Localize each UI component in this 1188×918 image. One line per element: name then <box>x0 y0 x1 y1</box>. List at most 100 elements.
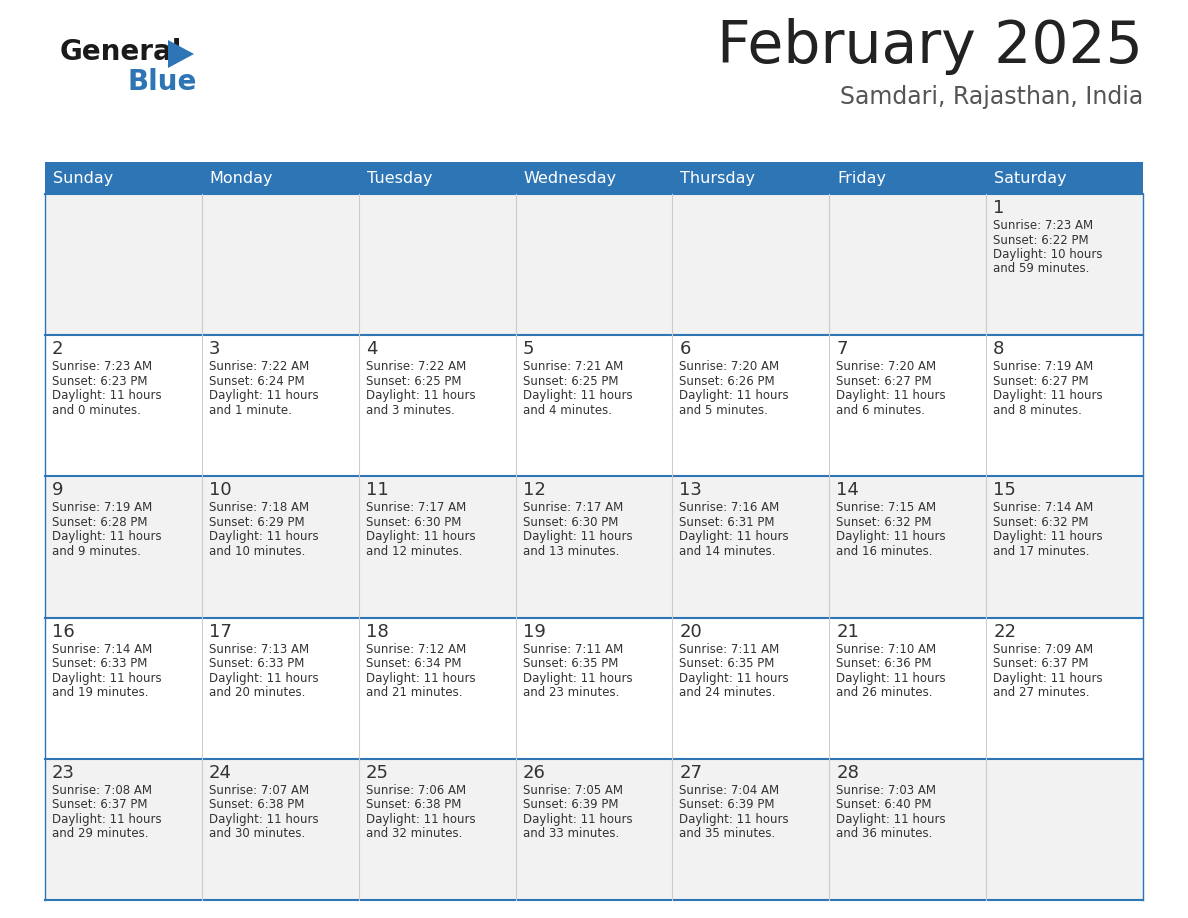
Bar <box>516 618 672 759</box>
Text: and 29 minutes.: and 29 minutes. <box>52 827 148 840</box>
Bar <box>672 335 829 476</box>
Text: 15: 15 <box>993 481 1016 499</box>
Text: Daylight: 11 hours: Daylight: 11 hours <box>836 672 946 685</box>
Bar <box>202 162 359 194</box>
Text: Friday: Friday <box>838 171 886 185</box>
Text: Saturday: Saturday <box>994 171 1067 185</box>
Bar <box>516 162 672 194</box>
Bar <box>829 194 986 335</box>
Text: Sunset: 6:30 PM: Sunset: 6:30 PM <box>366 516 461 529</box>
Bar <box>202 194 359 335</box>
Text: 26: 26 <box>523 764 545 782</box>
Text: Daylight: 11 hours: Daylight: 11 hours <box>209 531 318 543</box>
Text: 18: 18 <box>366 622 388 641</box>
Text: and 36 minutes.: and 36 minutes. <box>836 827 933 840</box>
Text: Daylight: 11 hours: Daylight: 11 hours <box>993 531 1102 543</box>
Text: Sunrise: 7:17 AM: Sunrise: 7:17 AM <box>523 501 623 514</box>
Text: Sunrise: 7:11 AM: Sunrise: 7:11 AM <box>523 643 623 655</box>
Text: Sunset: 6:37 PM: Sunset: 6:37 PM <box>52 799 147 812</box>
Polygon shape <box>168 40 194 68</box>
Text: 16: 16 <box>52 622 75 641</box>
Text: Sunrise: 7:17 AM: Sunrise: 7:17 AM <box>366 501 466 514</box>
Text: and 1 minute.: and 1 minute. <box>209 404 292 417</box>
Text: Sunrise: 7:12 AM: Sunrise: 7:12 AM <box>366 643 466 655</box>
Text: Sunrise: 7:06 AM: Sunrise: 7:06 AM <box>366 784 466 797</box>
Text: Daylight: 11 hours: Daylight: 11 hours <box>52 531 162 543</box>
Bar <box>359 335 516 476</box>
Text: and 27 minutes.: and 27 minutes. <box>993 686 1089 700</box>
Bar <box>986 759 1143 900</box>
Text: Daylight: 11 hours: Daylight: 11 hours <box>993 672 1102 685</box>
Text: 8: 8 <box>993 341 1005 358</box>
Text: and 26 minutes.: and 26 minutes. <box>836 686 933 700</box>
Bar <box>672 618 829 759</box>
Text: and 33 minutes.: and 33 minutes. <box>523 827 619 840</box>
Bar <box>359 759 516 900</box>
Text: 1: 1 <box>993 199 1005 217</box>
Bar <box>45 759 202 900</box>
Text: Sunset: 6:23 PM: Sunset: 6:23 PM <box>52 375 147 387</box>
Text: Daylight: 11 hours: Daylight: 11 hours <box>523 812 632 826</box>
Text: Sunset: 6:27 PM: Sunset: 6:27 PM <box>836 375 931 387</box>
Text: Daylight: 11 hours: Daylight: 11 hours <box>52 672 162 685</box>
Text: Sunset: 6:25 PM: Sunset: 6:25 PM <box>366 375 461 387</box>
Bar <box>359 476 516 618</box>
Text: Daylight: 11 hours: Daylight: 11 hours <box>366 389 475 402</box>
Text: Daylight: 11 hours: Daylight: 11 hours <box>680 672 789 685</box>
Text: Sunrise: 7:04 AM: Sunrise: 7:04 AM <box>680 784 779 797</box>
Text: 14: 14 <box>836 481 859 499</box>
Text: Sunrise: 7:10 AM: Sunrise: 7:10 AM <box>836 643 936 655</box>
Text: Sunrise: 7:21 AM: Sunrise: 7:21 AM <box>523 360 623 374</box>
Text: and 20 minutes.: and 20 minutes. <box>209 686 305 700</box>
Text: 4: 4 <box>366 341 378 358</box>
Text: Samdari, Rajasthan, India: Samdari, Rajasthan, India <box>840 85 1143 109</box>
Text: Sunset: 6:27 PM: Sunset: 6:27 PM <box>993 375 1088 387</box>
Bar <box>986 162 1143 194</box>
Bar <box>516 335 672 476</box>
Text: Sunrise: 7:11 AM: Sunrise: 7:11 AM <box>680 643 779 655</box>
Text: Daylight: 11 hours: Daylight: 11 hours <box>209 812 318 826</box>
Text: 20: 20 <box>680 622 702 641</box>
Text: Sunset: 6:38 PM: Sunset: 6:38 PM <box>366 799 461 812</box>
Bar <box>986 618 1143 759</box>
Bar <box>45 194 202 335</box>
Text: Daylight: 11 hours: Daylight: 11 hours <box>52 812 162 826</box>
Text: 12: 12 <box>523 481 545 499</box>
Text: and 8 minutes.: and 8 minutes. <box>993 404 1082 417</box>
Text: Sunset: 6:32 PM: Sunset: 6:32 PM <box>836 516 931 529</box>
Bar <box>202 618 359 759</box>
Text: Daylight: 11 hours: Daylight: 11 hours <box>523 672 632 685</box>
Text: and 6 minutes.: and 6 minutes. <box>836 404 925 417</box>
Bar <box>829 618 986 759</box>
Text: and 59 minutes.: and 59 minutes. <box>993 263 1089 275</box>
Bar <box>45 335 202 476</box>
Text: Sunrise: 7:07 AM: Sunrise: 7:07 AM <box>209 784 309 797</box>
Text: Sunrise: 7:05 AM: Sunrise: 7:05 AM <box>523 784 623 797</box>
Text: Sunset: 6:34 PM: Sunset: 6:34 PM <box>366 657 461 670</box>
Text: and 13 minutes.: and 13 minutes. <box>523 545 619 558</box>
Bar <box>359 194 516 335</box>
Text: 25: 25 <box>366 764 388 782</box>
Text: and 24 minutes.: and 24 minutes. <box>680 686 776 700</box>
Text: 6: 6 <box>680 341 690 358</box>
Text: Daylight: 11 hours: Daylight: 11 hours <box>680 389 789 402</box>
Text: Sunset: 6:22 PM: Sunset: 6:22 PM <box>993 233 1088 247</box>
Text: Sunset: 6:29 PM: Sunset: 6:29 PM <box>209 516 304 529</box>
Text: 5: 5 <box>523 341 535 358</box>
Text: 7: 7 <box>836 341 848 358</box>
Text: Sunset: 6:26 PM: Sunset: 6:26 PM <box>680 375 775 387</box>
Text: Sunset: 6:28 PM: Sunset: 6:28 PM <box>52 516 147 529</box>
Text: February 2025: February 2025 <box>718 18 1143 75</box>
Text: and 0 minutes.: and 0 minutes. <box>52 404 141 417</box>
Text: Daylight: 11 hours: Daylight: 11 hours <box>366 812 475 826</box>
Text: Daylight: 11 hours: Daylight: 11 hours <box>836 531 946 543</box>
Bar <box>202 759 359 900</box>
Bar <box>202 335 359 476</box>
Text: Sunrise: 7:18 AM: Sunrise: 7:18 AM <box>209 501 309 514</box>
Text: 11: 11 <box>366 481 388 499</box>
Text: 9: 9 <box>52 481 63 499</box>
Bar <box>202 476 359 618</box>
Text: Daylight: 11 hours: Daylight: 11 hours <box>209 389 318 402</box>
Text: Daylight: 11 hours: Daylight: 11 hours <box>523 389 632 402</box>
Text: 23: 23 <box>52 764 75 782</box>
